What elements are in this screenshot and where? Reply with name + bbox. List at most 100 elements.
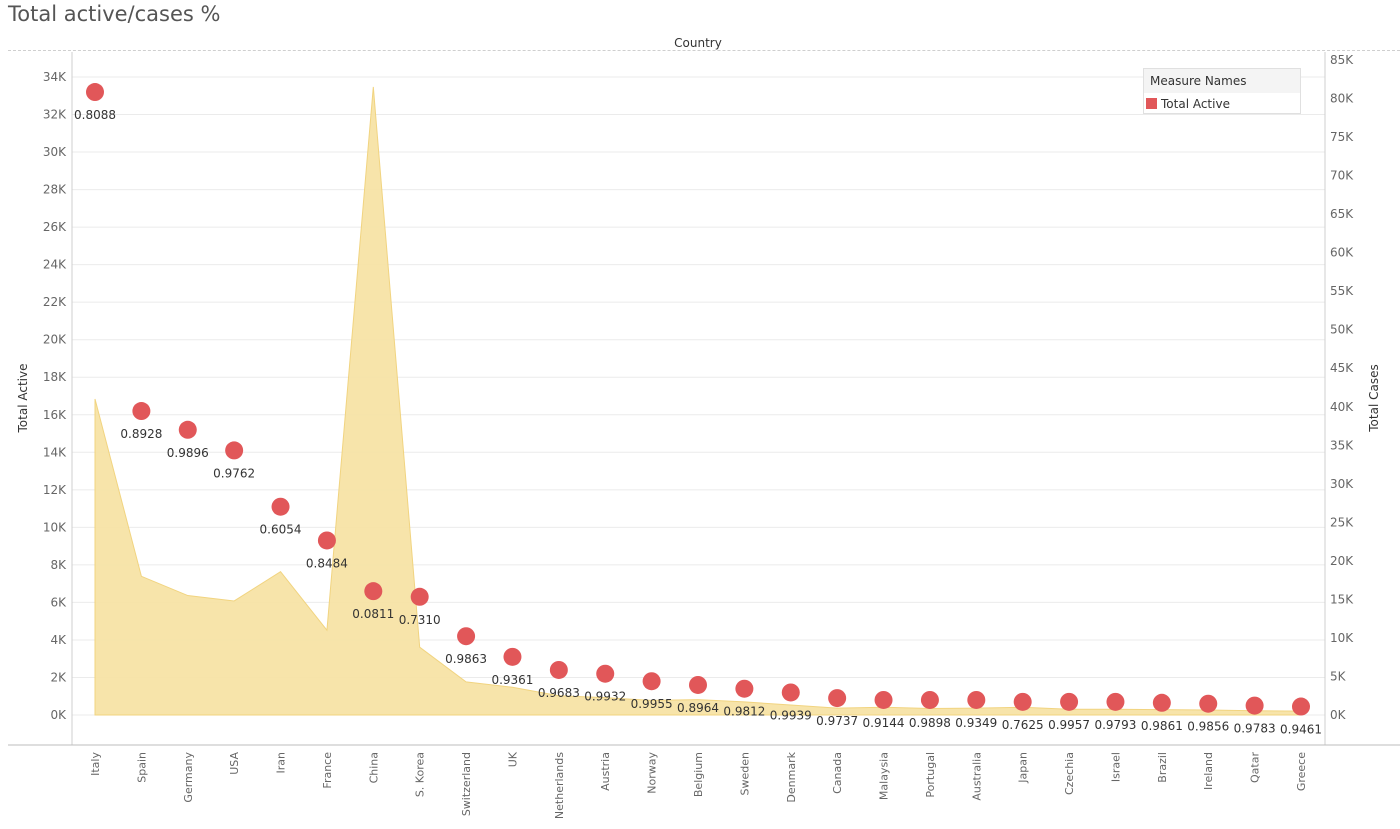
data-label: 0.9896 [167,446,209,460]
axes [8,52,1400,746]
category-label: Austria [599,752,612,791]
total-active-point [735,679,754,698]
right-tick-label: 75K [1330,130,1354,144]
legend: Measure Names Total Active [1143,68,1301,114]
right-tick-label: 70K [1330,169,1354,183]
data-label: 0.8484 [306,556,348,570]
total-active-point [225,441,244,460]
data-label: 0.9898 [909,716,951,730]
data-label: 0.0811 [352,607,394,621]
left-tick-label: 12K [43,483,67,497]
total-active-point [1245,696,1264,715]
right-tick-label: 40K [1330,400,1354,414]
data-label: 0.8964 [677,701,719,715]
category-label: Ireland [1202,752,1215,790]
category-label: Switzerland [460,752,473,816]
category-label: Greece [1295,752,1308,791]
category-label: Denmark [785,751,798,802]
left-tick-label: 28K [43,183,67,197]
data-label: 0.7625 [1002,718,1044,732]
total-active-point [874,690,893,709]
left-axis-ticks: 0K 2K 4K 6K 8K 10K 12K 14K 16K 18K 20K 22K 24K 26K 28K… [43,70,67,722]
left-tick-label: 0K [50,708,67,722]
category-label: Malaysia [878,752,891,800]
total-active-point [1060,692,1079,711]
legend-item-label: Total Active [1161,97,1230,111]
right-tick-label: 15K [1330,592,1354,606]
legend-item-total-active[interactable]: Total Active [1146,96,1230,112]
total-active-point [1106,692,1125,711]
category-label: Italy [89,752,102,776]
category-label: Spain [135,752,148,783]
total-active-point [1292,697,1310,716]
right-tick-label: 10K [1330,631,1354,645]
category-label: Portugal [924,752,937,798]
data-label: 0.9856 [1187,720,1229,734]
total-active-point [178,420,197,439]
total-active-point [1152,693,1171,712]
data-label: 0.9957 [1048,718,1090,732]
total-active-point [1013,692,1032,711]
left-tick-label: 10K [43,520,67,534]
category-label: Iran [275,752,288,774]
total-active-point [781,683,800,702]
total-active-point [689,675,707,694]
category-label: Norway [646,752,659,794]
total-active-point [457,627,476,646]
right-tick-label: 45K [1330,361,1354,375]
total-active-point [596,664,615,683]
data-label: 0.9461 [1280,723,1322,737]
column-header-country: Country [674,36,722,50]
category-label: S. Korea [414,752,427,797]
left-tick-label: 4K [50,633,67,647]
data-label: 0.7310 [399,613,441,627]
category-label: Qatar [1249,752,1262,783]
left-tick-label: 2K [50,670,67,684]
total-active-point [132,402,151,421]
left-tick-label: 32K [43,108,67,122]
legend-title: Measure Names [1144,69,1300,93]
data-label: 0.9762 [213,466,255,480]
left-tick-label: 30K [43,145,67,159]
category-label: Sweden [738,752,751,795]
category-label: France [321,752,334,789]
total-active-point [410,587,429,606]
total-active-point [828,689,847,708]
left-tick-label: 8K [50,558,67,572]
left-tick-label: 20K [43,333,67,347]
left-tick-label: 6K [50,595,67,609]
right-tick-label: 5K [1330,669,1347,683]
total-cases-area [94,86,1302,716]
right-tick-label: 80K [1330,92,1354,106]
category-label: Netherlands [553,752,566,819]
right-tick-label: 25K [1330,515,1354,529]
category-label: Czechia [1063,752,1076,795]
right-tick-label: 20K [1330,554,1354,568]
data-label: 0.9737 [816,714,858,728]
category-label: Canada [831,752,844,794]
left-axis-title: Total Active [16,364,30,434]
data-label: 0.8088 [74,108,116,122]
total-active-point [364,582,383,601]
category-labels: Italy Spain Germany USA Iran France China S. Ko… [89,751,1308,819]
page-title: Total active/cases % [8,2,221,26]
total-cases-area-layer [94,86,1302,716]
category-label: China [367,752,380,783]
data-label: 0.9361 [491,673,533,687]
data-label: 0.8928 [120,427,162,441]
category-label: USA [228,752,241,775]
category-label: Germany [182,752,195,803]
left-tick-label: 34K [43,70,67,84]
data-label: 0.6054 [260,523,302,537]
data-label: 0.9939 [770,708,812,722]
right-tick-label: 65K [1330,207,1354,221]
data-label: 0.9683 [538,686,580,700]
category-label: Japan [1017,752,1030,784]
legend-swatch [1146,98,1157,109]
data-label: 0.9861 [1141,719,1183,733]
title-divider [8,50,1400,51]
left-tick-label: 22K [43,295,67,309]
category-label: Brazil [1156,752,1169,783]
right-axis-title: Total Cases [1367,364,1381,432]
right-tick-label: 35K [1330,438,1354,452]
